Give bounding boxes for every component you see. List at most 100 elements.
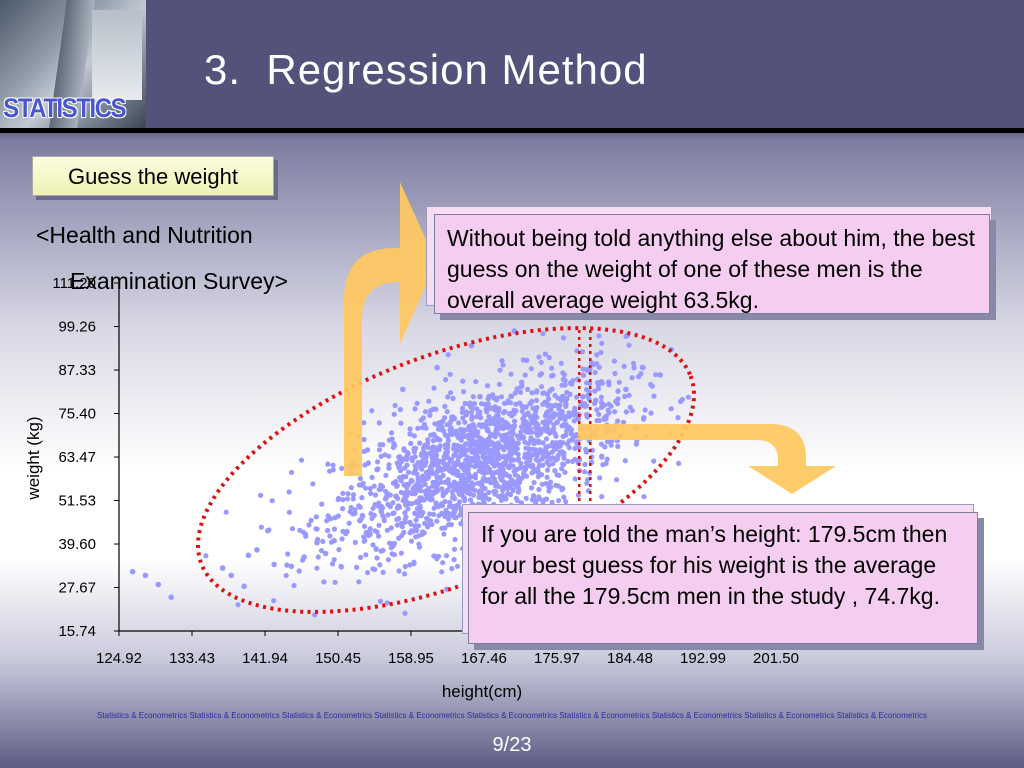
scatter-point <box>470 492 477 498</box>
scatter-point <box>530 405 536 411</box>
scatter-point <box>550 461 556 467</box>
scatter-point <box>529 390 535 396</box>
scatter-point <box>515 457 521 463</box>
scatter-point <box>570 435 576 441</box>
scatter-point <box>530 495 537 501</box>
scatter-point <box>390 444 396 451</box>
scatter-point <box>388 525 394 531</box>
scatter-point <box>380 442 386 448</box>
scatter-point <box>629 375 635 381</box>
scatter-point <box>580 366 586 372</box>
y-axis-label: weight (kg) <box>24 416 43 500</box>
scatter-point <box>549 499 555 505</box>
scatter-point <box>372 492 379 498</box>
scatter-point <box>392 402 398 409</box>
scatter-point <box>648 410 654 416</box>
scatter-point <box>336 495 342 501</box>
scatter-point <box>360 480 366 486</box>
scatter-point <box>371 483 377 489</box>
scatter-point <box>442 525 448 531</box>
scatter-point <box>575 416 581 422</box>
scatter-point <box>521 464 528 471</box>
scatter-point <box>657 372 663 378</box>
scatter-point <box>511 443 517 449</box>
scatter-point <box>536 438 542 444</box>
scatter-point <box>415 483 421 489</box>
scatter-point <box>523 473 530 479</box>
scatter-point <box>296 568 302 574</box>
scatter-point <box>348 485 354 491</box>
scatter-point <box>286 509 292 515</box>
scatter-point <box>524 357 530 363</box>
scatter-point <box>460 378 466 384</box>
scatter-point <box>476 459 482 465</box>
scatter-point <box>540 440 546 446</box>
slide-header: STATISTICS 3. Regression Method <box>0 0 1024 128</box>
scatter-point <box>315 554 321 560</box>
scatter-point <box>445 477 451 483</box>
scatter-point <box>374 555 380 561</box>
scatter-point <box>522 439 528 445</box>
scatter-point <box>389 430 395 436</box>
scatter-point <box>378 482 384 488</box>
scatter-point <box>367 531 373 538</box>
scatter-point <box>435 480 441 486</box>
x-tick-label: 124.92 <box>96 650 142 667</box>
scatter-point <box>454 447 460 454</box>
scatter-point <box>456 420 462 426</box>
scatter-point <box>470 422 476 428</box>
scatter-point <box>537 449 543 456</box>
scatter-point <box>416 523 422 529</box>
scatter-point <box>524 425 531 431</box>
x-tick-label: 175.97 <box>534 650 580 667</box>
scatter-point <box>327 533 333 539</box>
scatter-point <box>505 491 511 497</box>
scatter-point <box>552 468 558 474</box>
scatter-point <box>560 376 566 383</box>
scatter-point <box>463 412 470 418</box>
scatter-point <box>463 457 469 463</box>
scatter-point <box>376 500 382 506</box>
scatter-point <box>445 465 451 471</box>
scatter-point <box>466 425 472 431</box>
scatter-point <box>457 499 463 505</box>
scatter-point <box>615 443 621 449</box>
scatter-point <box>378 508 384 514</box>
scatter-point <box>594 352 600 358</box>
scatter-point <box>407 562 413 568</box>
scatter-point <box>530 452 536 458</box>
scatter-point <box>538 371 545 377</box>
scatter-point <box>561 422 567 428</box>
x-axis-label: height(cm) <box>442 682 522 701</box>
x-tick-label: 201.50 <box>753 650 799 667</box>
curved-up-arrow <box>344 182 436 476</box>
scatter-point <box>429 468 435 474</box>
scatter-point <box>362 462 368 468</box>
scatter-point <box>519 408 525 414</box>
scatter-point <box>576 444 582 450</box>
scatter-point <box>603 416 609 422</box>
scatter-point <box>514 386 520 392</box>
scatter-point <box>512 390 518 396</box>
scatter-point <box>457 426 464 432</box>
scatter-point <box>423 454 429 460</box>
scatter-point <box>492 481 498 487</box>
scatter-point <box>612 409 618 415</box>
scatter-point <box>306 522 312 528</box>
scatter-point <box>361 538 367 544</box>
scatter-point <box>547 479 554 485</box>
scatter-point <box>507 481 514 487</box>
scatter-point <box>374 459 381 465</box>
scatter-point <box>555 395 561 401</box>
scatter-points <box>129 328 692 618</box>
scatter-point <box>480 450 486 456</box>
scatter-point <box>271 598 277 604</box>
scatter-point <box>402 610 408 616</box>
scatter-point <box>561 455 567 461</box>
scatter-point <box>631 360 637 367</box>
scatter-point <box>562 469 568 475</box>
scatter-point <box>434 435 440 441</box>
scatter-point <box>469 449 475 455</box>
scatter-point <box>507 449 513 455</box>
scatter-point <box>480 422 486 428</box>
